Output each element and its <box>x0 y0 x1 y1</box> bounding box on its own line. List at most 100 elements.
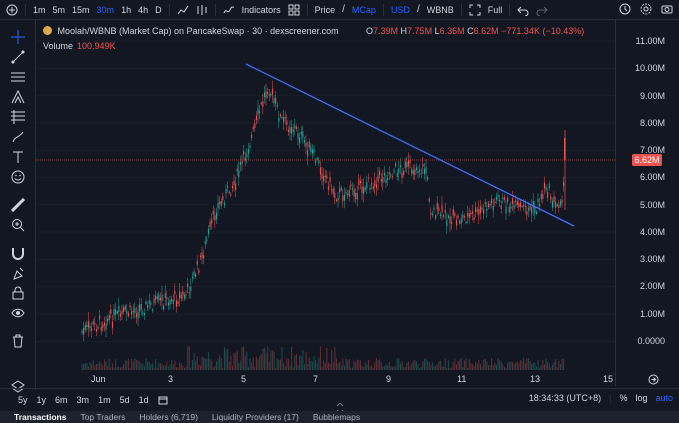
range-1y[interactable]: 1y <box>36 394 47 405</box>
range-6m[interactable]: 6m <box>55 394 68 405</box>
crosshair-icon[interactable] <box>11 30 25 44</box>
volume-bar <box>211 360 213 370</box>
interval-5m[interactable]: 5m <box>52 4 66 15</box>
pitchfork-icon[interactable] <box>11 90 25 104</box>
lock-icon[interactable] <box>11 286 25 300</box>
candle-body <box>142 312 144 314</box>
candle-body <box>417 171 419 174</box>
zoom-in-icon[interactable] <box>11 218 25 232</box>
camera-icon[interactable] <box>661 3 673 15</box>
interval-d[interactable]: D <box>155 4 162 15</box>
fullscreen-icon[interactable] <box>469 4 481 16</box>
y-tick: 7.00M <box>639 145 665 155</box>
go-to-realtime-icon[interactable] <box>648 374 659 385</box>
x-tick: Jun <box>91 374 106 384</box>
volume-bar <box>126 360 128 370</box>
volume-bar <box>553 362 555 370</box>
interval-1h[interactable]: 1h <box>121 4 132 15</box>
trendline-drawing[interactable] <box>245 63 575 227</box>
volume-bar <box>412 360 414 370</box>
volume-bar <box>268 361 270 370</box>
time-axis[interactable]: Jun 3 5 7 9 11 13 15 <box>36 372 615 388</box>
candle-body <box>439 214 441 217</box>
interval-1m[interactable]: 1m <box>33 4 46 15</box>
range-3m[interactable]: 3m <box>76 394 90 405</box>
volume-bar <box>241 347 243 370</box>
volume-bar <box>233 352 235 370</box>
volume-bar <box>94 365 96 370</box>
candle-body <box>332 189 334 194</box>
range-5y[interactable]: 5y <box>18 394 28 405</box>
wbnb-toggle[interactable]: WBNB <box>426 4 454 15</box>
volume-bar <box>375 358 377 370</box>
full-button[interactable]: Full <box>487 4 503 15</box>
tab-liquidity-providers[interactable]: Liquidity Providers (17) <box>211 412 299 422</box>
candle-body <box>279 114 281 117</box>
fib-icon[interactable] <box>11 110 25 124</box>
volume-bar <box>311 361 313 370</box>
eye-icon[interactable] <box>11 306 25 320</box>
mcap-toggle[interactable]: MCap <box>351 4 376 15</box>
undo-icon[interactable] <box>517 4 529 16</box>
candle-body <box>254 122 256 129</box>
chart-type-icon[interactable] <box>177 4 189 16</box>
candle-body <box>215 212 217 220</box>
indicators-button[interactable]: Indicators <box>241 4 281 15</box>
tab-bubblemaps[interactable]: Bubblemaps <box>312 412 361 422</box>
auto-toggle[interactable]: auto <box>655 393 673 403</box>
tab-holders[interactable]: Holders (6,719) <box>139 412 198 422</box>
volume-bar <box>214 366 216 370</box>
price-axis[interactable]: 11.00M 10.00M 9.00M 8.00M 7.00M 6.00M 5.… <box>615 20 679 386</box>
candle-body <box>118 306 120 313</box>
percent-toggle[interactable]: % <box>619 393 628 403</box>
compare-icon[interactable] <box>196 4 208 16</box>
brush-icon[interactable] <box>11 130 25 144</box>
layout-grid-icon[interactable] <box>288 4 300 16</box>
price-toggle[interactable]: Price <box>314 4 336 15</box>
volume-bar <box>547 361 549 370</box>
candle-body <box>561 199 563 204</box>
usd-toggle[interactable]: USD <box>390 4 410 15</box>
trash-icon[interactable] <box>11 334 25 348</box>
candle-body <box>414 169 416 176</box>
volume-bar <box>535 366 537 370</box>
clock-time[interactable]: 18:34:33 (UTC+8) <box>528 393 602 403</box>
emoji-icon[interactable] <box>11 170 25 184</box>
volume-bar <box>92 360 94 370</box>
interval-4h[interactable]: 4h <box>138 4 149 15</box>
candlestick-chart[interactable] <box>36 20 615 386</box>
replay-icon[interactable] <box>619 3 631 15</box>
interval-30m[interactable]: 30m <box>96 4 115 15</box>
candle-body <box>111 321 113 328</box>
interval-15m[interactable]: 15m <box>72 4 90 15</box>
date-range-icon[interactable] <box>158 395 168 405</box>
candle-body <box>484 202 486 204</box>
text-icon[interactable] <box>11 150 25 164</box>
indicators-icon[interactable] <box>223 4 235 16</box>
settings-gear-icon[interactable] <box>640 3 652 15</box>
volume-bar <box>307 364 309 370</box>
candle-body <box>166 297 168 300</box>
range-1m[interactable]: 1m <box>98 394 111 405</box>
trendline-icon[interactable] <box>11 50 25 64</box>
range-5d[interactable]: 5d <box>119 394 130 405</box>
magnet-icon[interactable] <box>11 246 25 260</box>
stay-drawing-icon[interactable] <box>11 266 25 280</box>
redo-icon[interactable] <box>536 4 548 16</box>
candle-body <box>185 294 187 296</box>
log-toggle[interactable]: log <box>635 393 648 403</box>
tab-top-traders[interactable]: Top Traders <box>80 412 126 422</box>
volume-bar <box>561 359 563 370</box>
object-tree-icon[interactable] <box>11 380 25 394</box>
candle-body <box>435 215 437 219</box>
volume-bar <box>323 360 325 370</box>
horizontal-lines-icon[interactable] <box>11 70 25 84</box>
volume-bar <box>267 346 269 370</box>
candle-body <box>231 185 233 189</box>
tab-transactions[interactable]: Transactions <box>14 412 67 422</box>
ruler-icon[interactable] <box>11 198 25 212</box>
candle-body <box>331 188 333 191</box>
volume-bar <box>467 367 469 370</box>
range-1d[interactable]: 1d <box>138 394 149 405</box>
add-symbol-icon[interactable] <box>6 4 18 16</box>
